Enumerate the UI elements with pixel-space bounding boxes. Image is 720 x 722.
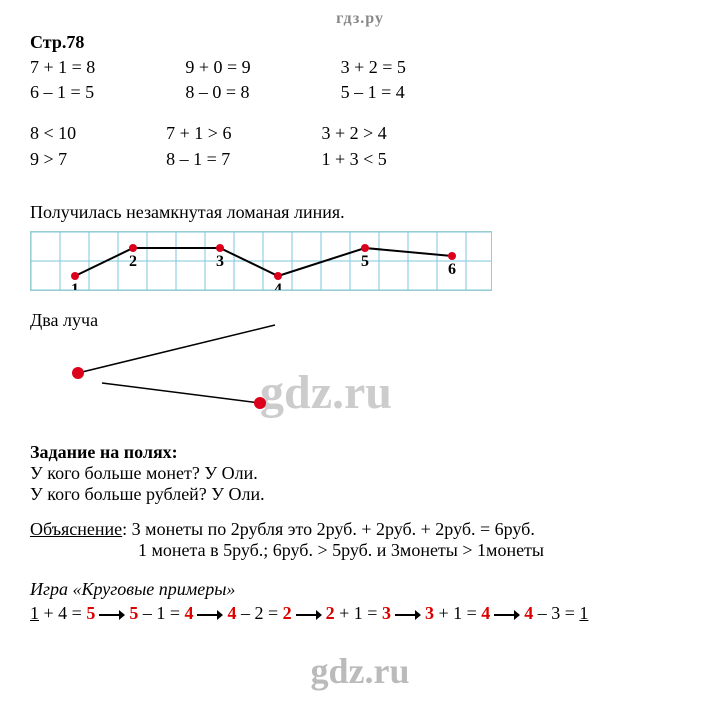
eq: 7 + 1 > 6 xyxy=(166,121,231,146)
polyline-svg: 1 2 3 4 5 6 xyxy=(30,231,492,291)
svg-text:1: 1 xyxy=(71,281,79,291)
watermark-top: гдз.ру xyxy=(30,10,690,28)
explanation-label: Объяснение xyxy=(30,519,122,539)
rays-figure xyxy=(30,321,690,416)
rays-svg xyxy=(30,321,310,411)
svg-text:2: 2 xyxy=(129,253,137,270)
eq: 5 – 1 = 4 xyxy=(341,80,406,105)
page-label: Стр.78 xyxy=(30,32,690,53)
eq: 9 + 0 = 9 xyxy=(185,55,250,80)
explanation-line: : 3 монеты по 2рубля это 2руб. + 2руб. +… xyxy=(122,519,535,539)
eq: 6 – 1 = 5 xyxy=(30,80,95,105)
svg-text:5: 5 xyxy=(361,253,369,270)
margin-task-line: У кого больше рублей? У Оли. xyxy=(30,484,690,505)
watermark-bottom: gdz.ru xyxy=(30,650,690,692)
equations-block-2: 8 < 10 9 > 7 7 + 1 > 6 8 – 1 = 7 3 + 2 >… xyxy=(30,121,690,171)
svg-text:6: 6 xyxy=(448,261,456,278)
explanation: Объяснение: 3 монеты по 2рубля это 2руб.… xyxy=(30,519,690,561)
margin-task-line: У кого больше монет? У Оли. xyxy=(30,463,690,484)
equations-block-1: 7 + 1 = 8 6 – 1 = 5 9 + 0 = 9 8 – 0 = 8 … xyxy=(30,55,690,105)
eq: 8 – 1 = 7 xyxy=(166,147,231,172)
svg-text:3: 3 xyxy=(216,253,224,270)
game-chain: 1 + 4 = 55 – 1 = 44 – 2 = 22 + 1 = 33 + … xyxy=(30,602,690,625)
eq: 8 – 0 = 8 xyxy=(185,80,250,105)
explanation-line: 1 монета в 5руб.; 6руб. > 5руб. и 3монет… xyxy=(30,540,690,561)
polyline-figure: 1 2 3 4 5 6 xyxy=(30,231,690,296)
eq: 3 + 2 = 5 xyxy=(341,55,406,80)
svg-text:4: 4 xyxy=(274,281,282,291)
eq: 3 + 2 > 4 xyxy=(321,121,386,146)
game-heading: Игра «Круговые примеры» xyxy=(30,579,690,600)
eq: 1 + 3 < 5 xyxy=(321,147,386,172)
eq: 9 > 7 xyxy=(30,147,76,172)
margin-task-heading: Задание на полях: xyxy=(30,442,690,463)
eq: 8 < 10 xyxy=(30,121,76,146)
eq: 7 + 1 = 8 xyxy=(30,55,95,80)
polyline-caption: Получилась незамкнутая ломаная линия. xyxy=(30,200,690,225)
